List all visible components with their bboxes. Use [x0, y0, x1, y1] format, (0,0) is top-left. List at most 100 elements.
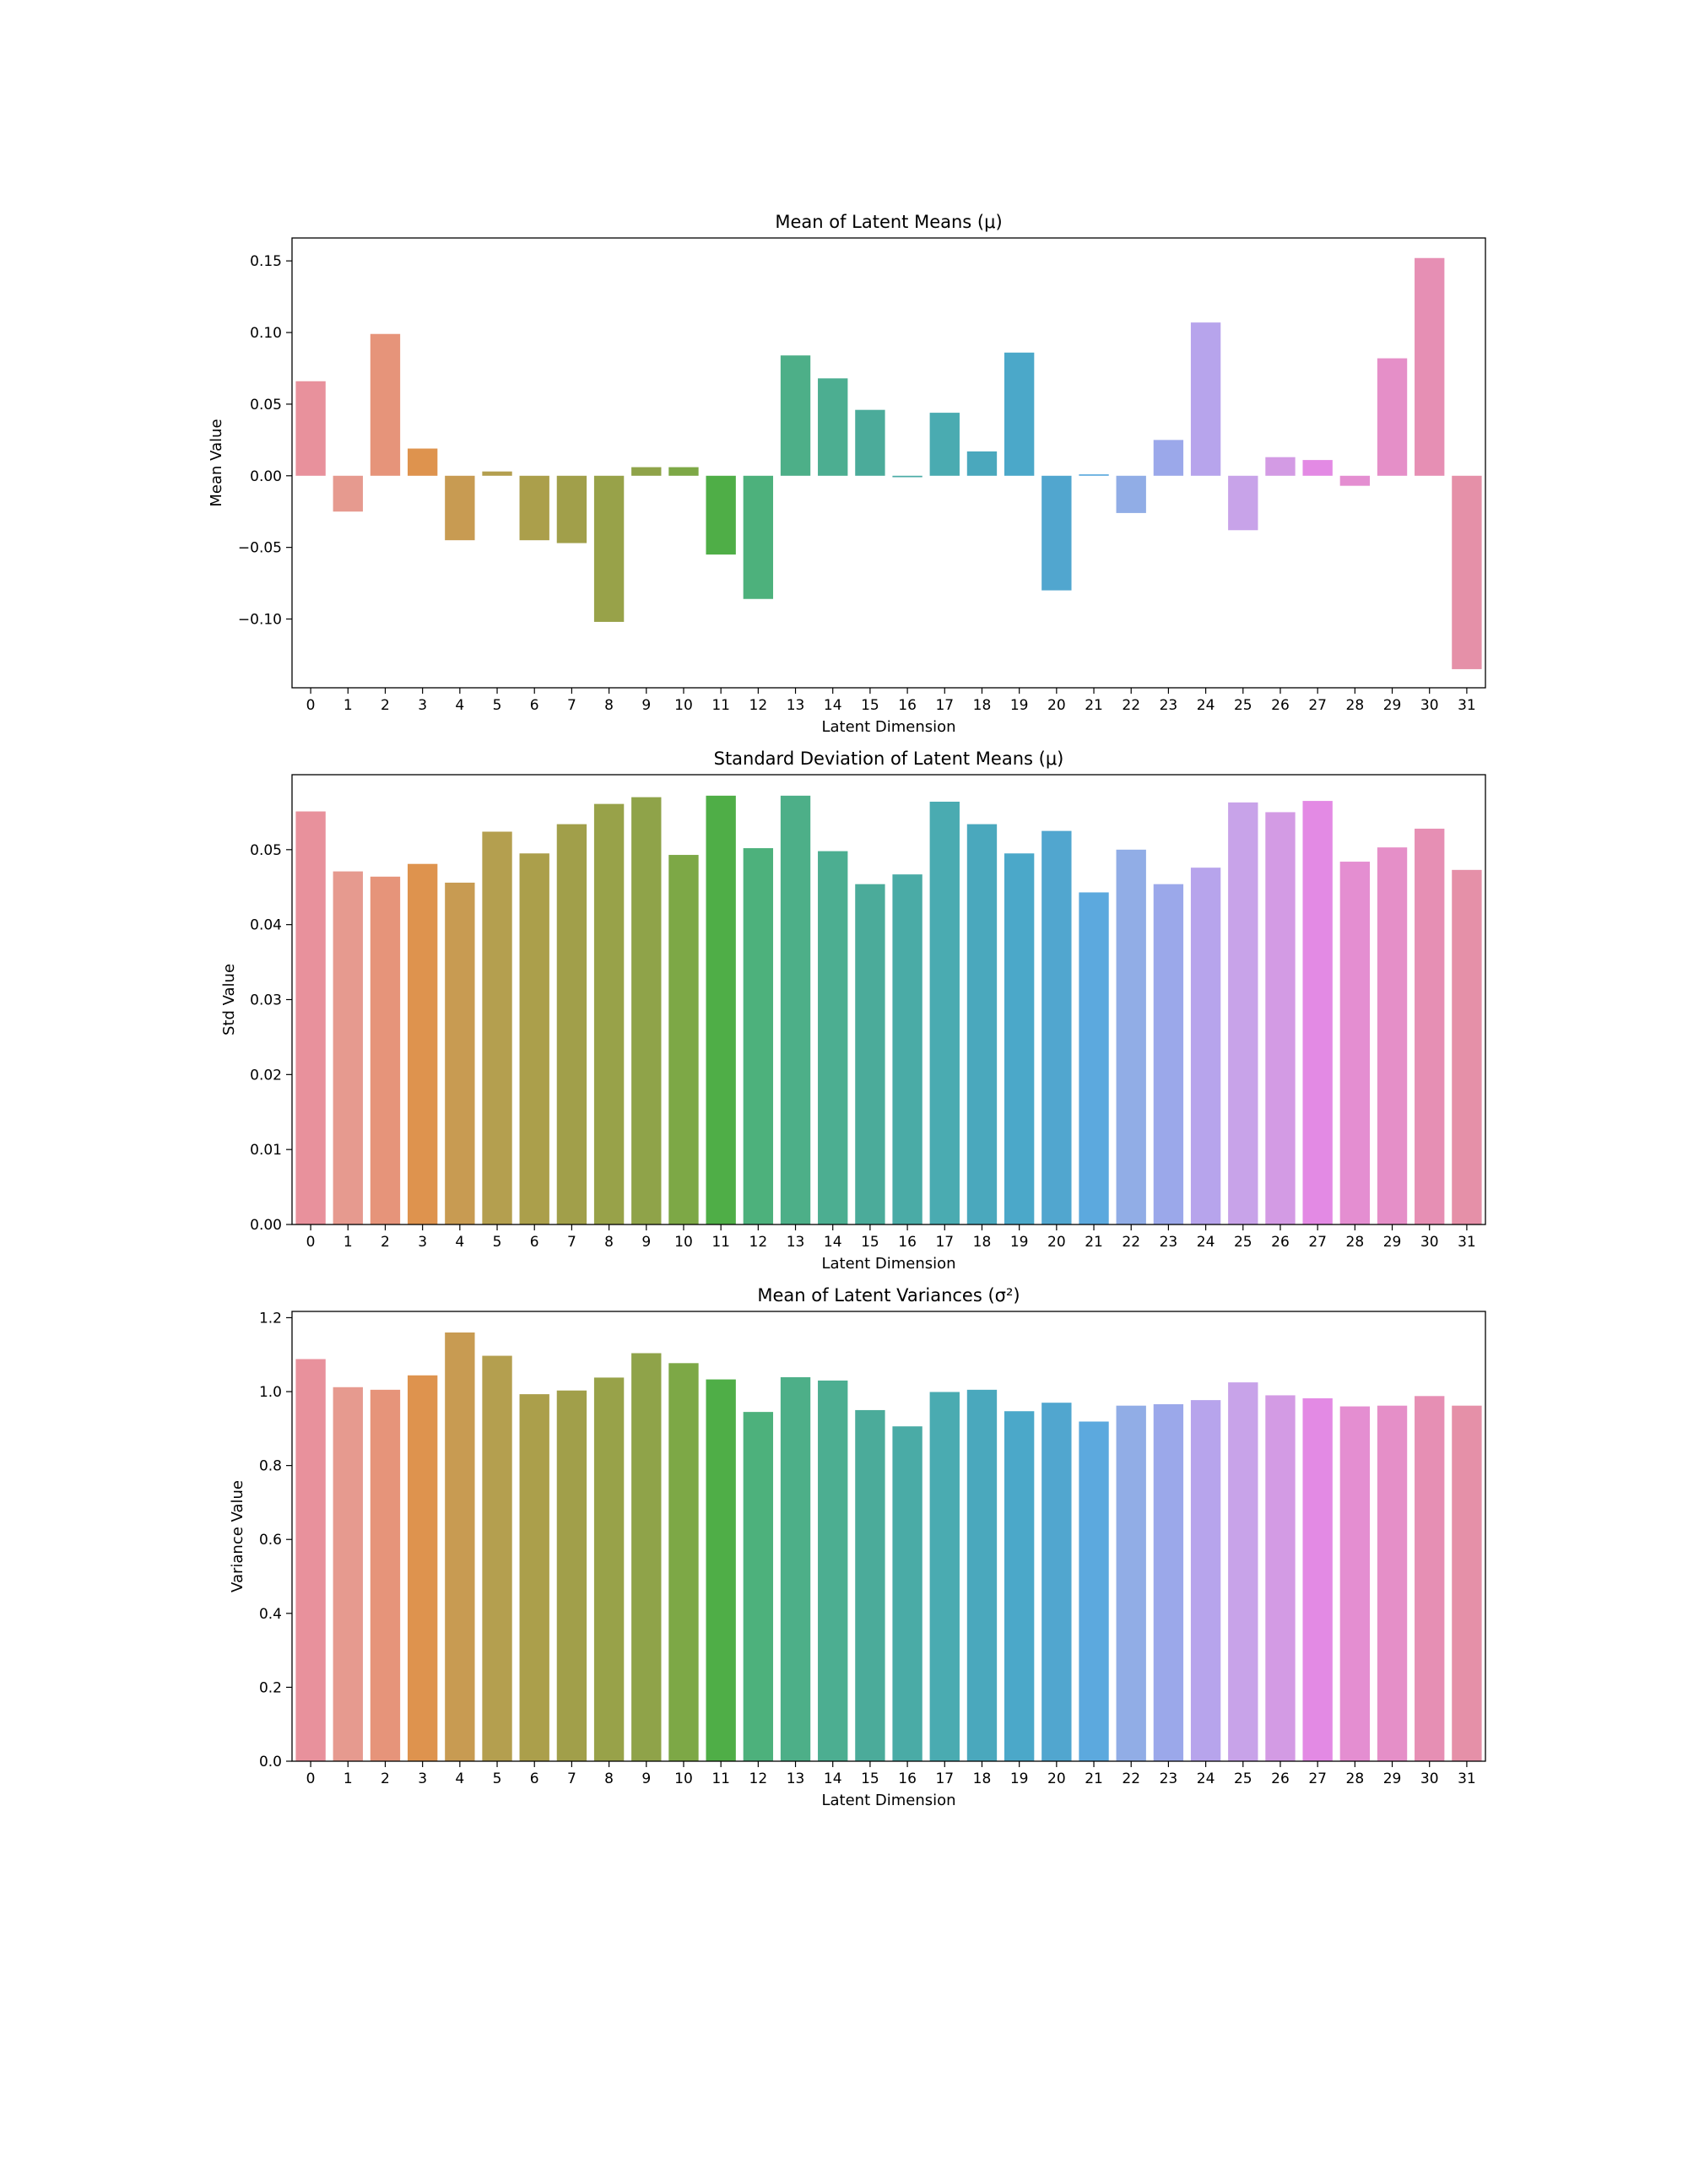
std-xtick-label: 22 — [1122, 1234, 1140, 1251]
variance-xtick-label: 20 — [1047, 1770, 1066, 1787]
std-xtick-label: 4 — [455, 1234, 464, 1251]
variance-ytick-label: 1.2 — [259, 1310, 282, 1327]
mean-bar-13 — [780, 355, 811, 476]
std-xtick-label: 0 — [306, 1234, 316, 1251]
variance-bar-19 — [1004, 1411, 1035, 1761]
std-bar-29 — [1377, 847, 1408, 1224]
variance-xtick-label: 22 — [1122, 1770, 1140, 1787]
variance-bar-12 — [743, 1412, 774, 1761]
mean-bar-10 — [668, 467, 699, 476]
mean-xtick-label: 12 — [749, 697, 768, 714]
variance-xtick-label: 8 — [604, 1770, 614, 1787]
std-xtick-label: 19 — [1010, 1234, 1029, 1251]
mean-ytick-label: 0.05 — [250, 397, 282, 414]
variance-xtick-label: 27 — [1308, 1770, 1327, 1787]
mean-xtick-label: 1 — [344, 697, 353, 714]
mean-ytick-label: 0.10 — [250, 325, 282, 342]
variance-xtick-label: 10 — [674, 1770, 693, 1787]
mean-xtick-label: 4 — [455, 697, 464, 714]
mean-bar-7 — [556, 475, 587, 543]
variance-bar-3 — [407, 1375, 438, 1761]
std-bar-25 — [1228, 802, 1258, 1224]
std-y-axis-label: Std Value — [220, 964, 238, 1035]
mean-bar-17 — [929, 413, 960, 476]
variance-ytick-label: 0.4 — [259, 1606, 282, 1623]
mean-xtick-label: 7 — [567, 697, 576, 714]
std-ytick-label: 0.05 — [250, 842, 282, 859]
std-xtick-label: 5 — [493, 1234, 502, 1251]
std-xtick-label: 31 — [1458, 1234, 1476, 1251]
mean-ytick-label: −0.10 — [238, 612, 282, 629]
std-ytick-label: 0.03 — [250, 992, 282, 1009]
std-bar-22 — [1116, 849, 1146, 1224]
variance-xtick-label: 28 — [1346, 1770, 1365, 1787]
mean-xtick-label: 28 — [1346, 697, 1365, 714]
variance-y-axis-label: Variance Value — [229, 1480, 246, 1592]
mean-ytick-label: −0.05 — [238, 540, 282, 557]
mean-plot-frame — [291, 237, 1486, 689]
mean-xtick-label: 6 — [530, 697, 539, 714]
variance-xtick-label: 18 — [973, 1770, 992, 1787]
std-bar-27 — [1302, 801, 1333, 1224]
variance-ytick-label: 0.0 — [259, 1754, 282, 1770]
std-bar-17 — [929, 801, 960, 1224]
mean-bar-22 — [1116, 475, 1146, 513]
variance-xtick-label: 31 — [1458, 1770, 1476, 1787]
variance-xtick-label: 25 — [1234, 1770, 1252, 1787]
variance-xtick-label: 4 — [455, 1770, 464, 1787]
variance-bar-30 — [1415, 1396, 1445, 1761]
mean-x-axis-label: Latent Dimension — [821, 718, 955, 736]
variance-xtick-label: 26 — [1271, 1770, 1290, 1787]
std-xtick-label: 15 — [861, 1234, 879, 1251]
std-xtick-label: 20 — [1047, 1234, 1066, 1251]
mean-bar-5 — [482, 471, 512, 476]
mean-xtick-label: 27 — [1308, 697, 1327, 714]
variance-xtick-label: 16 — [898, 1770, 917, 1787]
mean-xtick-label: 24 — [1197, 697, 1215, 714]
std-ytick-label: 0.00 — [250, 1217, 282, 1234]
mean-bar-8 — [593, 475, 625, 622]
variance-bar-26 — [1265, 1395, 1296, 1761]
std-bar-26 — [1265, 812, 1296, 1224]
mean-xtick-label: 5 — [493, 697, 502, 714]
variance-bar-18 — [966, 1389, 998, 1761]
variance-bar-20 — [1041, 1403, 1072, 1761]
variance-xtick-label: 13 — [787, 1770, 805, 1787]
std-xtick-label: 28 — [1346, 1234, 1365, 1251]
variance-xtick-label: 0 — [306, 1770, 316, 1787]
mean-xtick-label: 22 — [1122, 697, 1140, 714]
chart-mean-of-latent-means: 0 1 2 3 4 5 6 7 8 9 10 11 12 13 14 15 16 17 18 19 20 21 22 23 24… — [208, 212, 1486, 736]
std-xtick-label: 26 — [1271, 1234, 1290, 1251]
variance-bar-31 — [1452, 1405, 1482, 1761]
mean-xtick-label: 17 — [935, 697, 954, 714]
variance-bar-16 — [892, 1426, 922, 1761]
std-bar-12 — [743, 848, 774, 1224]
mean-bar-27 — [1302, 460, 1333, 476]
mean-xtick-label: 19 — [1010, 697, 1029, 714]
std-bar-0 — [295, 811, 326, 1224]
mean-bar-11 — [706, 475, 736, 555]
variance-xtick-label: 5 — [493, 1770, 502, 1787]
std-xtick-label: 10 — [674, 1234, 693, 1251]
variance-bar-2 — [370, 1389, 401, 1761]
std-bar-20 — [1041, 830, 1072, 1225]
std-xtick-label: 9 — [641, 1234, 651, 1251]
variance-bar-5 — [482, 1355, 512, 1761]
mean-xtick-label: 29 — [1383, 697, 1402, 714]
variance-bar-13 — [780, 1376, 811, 1761]
variance-xtick-label: 11 — [711, 1770, 730, 1787]
std-xtick-label: 18 — [973, 1234, 992, 1251]
mean-xtick-label: 30 — [1420, 697, 1439, 714]
mean-bar-15 — [855, 409, 885, 476]
variance-bar-27 — [1302, 1397, 1333, 1761]
std-bar-5 — [482, 831, 512, 1224]
mean-xtick-label: 31 — [1458, 697, 1476, 714]
mean-bar-12 — [743, 475, 774, 599]
mean-bar-3 — [407, 448, 438, 476]
std-xtick-label: 8 — [604, 1234, 614, 1251]
variance-plot-frame — [291, 1311, 1486, 1762]
variance-bar-8 — [593, 1377, 625, 1761]
std-bar-4 — [445, 882, 475, 1224]
variance-bar-10 — [668, 1363, 699, 1761]
variance-bar-11 — [706, 1379, 736, 1761]
